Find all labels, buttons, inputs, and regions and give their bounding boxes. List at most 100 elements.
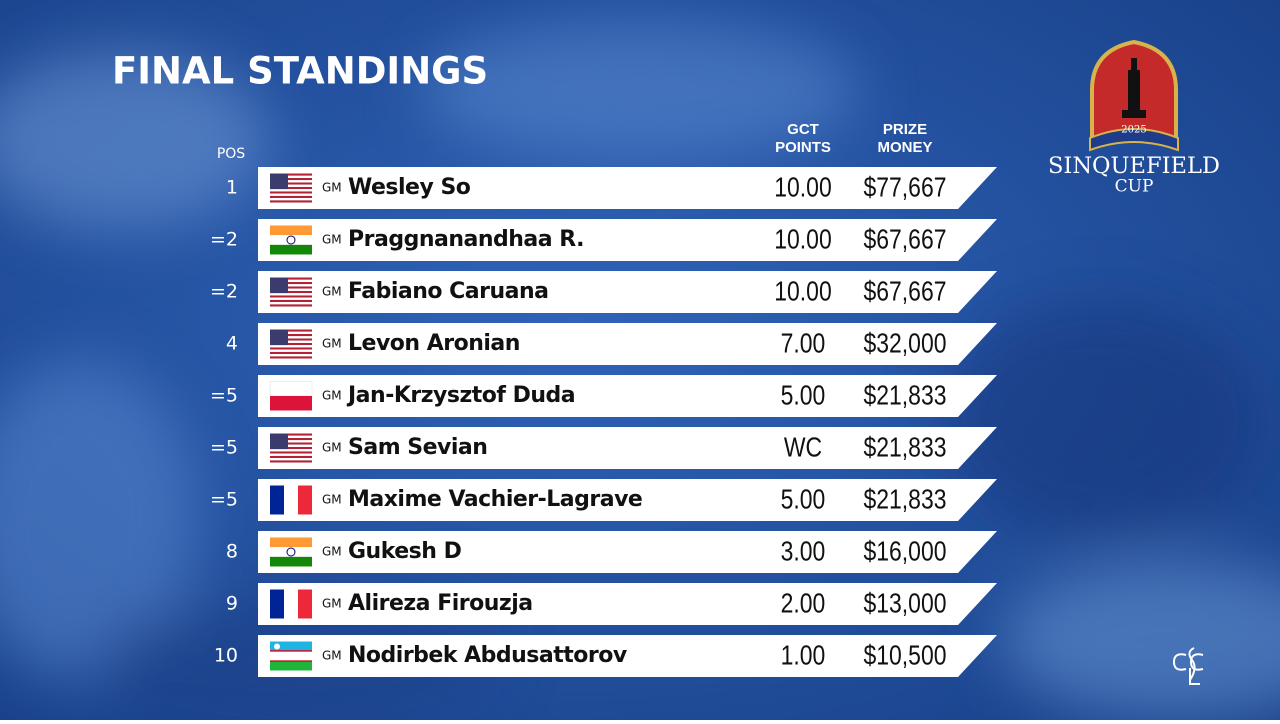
- row-bar: [258, 479, 997, 521]
- flag-part: [270, 396, 312, 411]
- flag-part: [270, 660, 312, 662]
- player-name: Praggnanandhaa R.: [348, 227, 584, 252]
- row-bar: [258, 167, 997, 209]
- player-name: Fabiano Caruana: [348, 279, 549, 304]
- flag-part: [270, 295, 312, 298]
- player-name: Nodirbek Abdusattorov: [348, 643, 628, 668]
- standings-row: 1 GM Wesley So 10.00 $77,667: [226, 167, 997, 209]
- prize-money: $67,667: [864, 224, 947, 255]
- player-name: Levon Aronian: [348, 331, 520, 356]
- flag-part: [270, 485, 284, 515]
- position: =5: [210, 385, 238, 407]
- flag-part: [270, 173, 288, 190]
- flag-part: [270, 177, 312, 181]
- gct-points: 10.00: [774, 224, 831, 255]
- player-title: GM: [322, 597, 342, 611]
- flag-part: [284, 589, 298, 619]
- pos-header: POS: [217, 146, 245, 162]
- flag-part: [270, 347, 312, 350]
- row-bar: [258, 583, 997, 625]
- prize-money: $21,833: [864, 380, 947, 411]
- flag-part: [270, 173, 312, 176]
- flag-part: [270, 342, 312, 346]
- player-title: GM: [322, 389, 342, 403]
- flag-part: [270, 460, 312, 463]
- position: =2: [210, 229, 238, 251]
- flag-part: [270, 290, 312, 294]
- prize-money: $21,833: [864, 484, 947, 515]
- gct-points: WC: [784, 432, 822, 463]
- flag-part: [270, 333, 312, 337]
- flag-part: [274, 643, 280, 650]
- points-header: GCT: [787, 121, 819, 138]
- standings-row: =5 GM Sam Sevian WC $21,833: [210, 427, 997, 469]
- flag-part: [270, 244, 312, 255]
- flag-part: [270, 356, 312, 359]
- flag-part: [284, 485, 298, 515]
- standings-row: 9 GM Alireza Firouzja 2.00 $13,000: [226, 583, 997, 625]
- flag-part: [270, 641, 312, 652]
- position: =2: [210, 281, 238, 303]
- flag-part: [270, 455, 312, 459]
- flag-part: [270, 184, 312, 187]
- gct-points: 7.00: [781, 328, 826, 359]
- gct-points: 1.00: [781, 640, 826, 671]
- flag-part: [286, 235, 296, 245]
- flag: [270, 589, 312, 619]
- row-bar: [258, 323, 997, 365]
- flag-part: [270, 449, 312, 452]
- position: 10: [214, 645, 238, 667]
- points-header: POINTS: [775, 139, 831, 156]
- player-name: Wesley So: [348, 175, 471, 200]
- standings-row: =5 GM Maxime Vachier-Lagrave 5.00 $21,833: [210, 479, 997, 521]
- standings-row: =5 GM Jan-Krzysztof Duda 5.00 $21,833: [210, 375, 997, 417]
- flag-part: [270, 281, 312, 285]
- flag-part: [270, 340, 312, 343]
- flag-part: [270, 297, 312, 300]
- flag-part: [270, 182, 312, 185]
- standings-row: =2 GM Fabiano Caruana 10.00 $67,667: [210, 271, 997, 313]
- gct-points: 5.00: [781, 484, 826, 515]
- flag-part: [270, 336, 312, 339]
- flag-part: [270, 547, 312, 557]
- flag-part: [270, 225, 312, 236]
- player-title: GM: [322, 545, 342, 559]
- position: 9: [226, 593, 238, 615]
- standings-row: 4 GM Levon Aronian 7.00 $32,000: [226, 323, 997, 365]
- flag-part: [270, 302, 312, 305]
- flag: [270, 433, 312, 463]
- player-name: Sam Sevian: [348, 435, 487, 460]
- flag-part: [270, 446, 312, 450]
- flag-part: [270, 660, 312, 671]
- flag-part: [270, 442, 312, 445]
- flag-part: [270, 195, 312, 199]
- player-name: Gukesh D: [348, 539, 462, 564]
- flag-part: [286, 547, 296, 557]
- row-bar: [258, 531, 997, 573]
- row-bar: [258, 219, 997, 261]
- flag-part: [270, 284, 312, 287]
- standings-row: 10 GM Nodirbek Abdusattorov 1.00 $10,500: [214, 635, 997, 677]
- player-name: Maxime Vachier-Lagrave: [348, 487, 642, 512]
- prize-money: $13,000: [864, 588, 947, 619]
- row-bar: [258, 635, 997, 677]
- flag-part: [270, 537, 312, 548]
- flag: [270, 329, 312, 359]
- flag-part: [270, 304, 312, 307]
- position: 4: [226, 333, 238, 355]
- prize-header: MONEY: [877, 139, 932, 156]
- flag: [270, 537, 312, 567]
- flag-part: [270, 435, 312, 438]
- gct-points: 10.00: [774, 276, 831, 307]
- gct-points: 5.00: [781, 380, 826, 411]
- flag-part: [270, 433, 288, 450]
- flag-part: [270, 453, 312, 456]
- flag-part: [270, 354, 312, 357]
- standings-table: 1 GM Wesley So 10.00 $77,667 =2 GM Praggnanandh…: [210, 167, 997, 677]
- player-title: GM: [322, 441, 342, 455]
- player-title: GM: [322, 233, 342, 247]
- flag-part: [269, 381, 313, 397]
- player-title: GM: [322, 181, 342, 195]
- flag-part: [270, 286, 312, 289]
